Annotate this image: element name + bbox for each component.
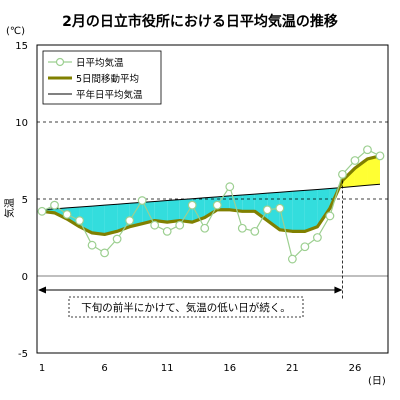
normal-line-layer: [41, 183, 381, 211]
y-tick-label: 15: [15, 41, 28, 52]
y-tick-label: 0: [22, 272, 28, 283]
below-normal-fill: [92, 205, 105, 235]
y-tick-label: 10: [15, 118, 28, 129]
daily-temperature-point: [225, 182, 235, 192]
x-tick-label: 6: [101, 363, 107, 374]
annotation-box: [68, 296, 304, 318]
x-tick-label: 11: [161, 363, 174, 374]
daily-temperature-point: [87, 240, 97, 250]
y-tick-label: 5: [22, 195, 28, 206]
daily-temperature-point: [100, 248, 109, 258]
deviation-fills: [42, 155, 380, 235]
daily-temperature-point: [75, 216, 84, 225]
daily-temperature-point: [125, 216, 135, 225]
daily-temperature-point: [212, 200, 222, 210]
daily-temperature-point: [200, 223, 210, 233]
above-normal-fill: [354, 158, 368, 187]
annotation-arrow-left-head: [38, 286, 46, 294]
normal-temperature-line: [41, 183, 381, 211]
x-tick-label: 1: [39, 363, 45, 374]
daily-temperature-point: [237, 223, 247, 233]
chart-title: 2月の日立市役所における日平均気温の推移: [62, 13, 338, 30]
x-tick-label: 26: [349, 363, 362, 374]
annotation-layer: 下旬の前半にかけて、気温の低い日が続く。: [38, 180, 343, 318]
daily-temperature-point: [187, 200, 197, 210]
y-axis-label: 気温: [3, 198, 16, 218]
x-unit-label: (日): [368, 376, 386, 387]
daily-temperature-point: [250, 226, 260, 236]
x-tick-label: 21: [286, 363, 299, 374]
daily-temperature-point: [150, 220, 160, 230]
legend-normal-label: 平年日平均気温: [76, 89, 143, 101]
legend-moving-average-label: 5日間移動平均: [76, 73, 139, 85]
annotation-arrow-right-head: [334, 286, 343, 294]
daily-temperature-point: [375, 151, 385, 161]
daily-temperature-point: [325, 211, 335, 221]
plot-area: 下旬の前半にかけて、気温の低い日が続く。: [36, 44, 389, 354]
below-normal-fill: [204, 196, 218, 218]
x-tick-labels: 1 6 11 16 21 26: [39, 363, 362, 374]
daily-temperature-point: [287, 254, 297, 264]
daily-temperature-line: [41, 149, 381, 261]
daily-temperature-point: [262, 205, 272, 215]
below-normal-fill: [104, 204, 118, 235]
below-normal-fill: [154, 200, 168, 223]
daily-temperature-point: [112, 234, 122, 244]
annotation-text: 下旬の前半にかけて、気温の低い日が続く。: [81, 301, 290, 314]
daily-temperature-point: [175, 220, 185, 230]
y-unit-label: (℃): [6, 26, 25, 37]
below-normal-fill: [304, 189, 318, 232]
daily-temperature-point: [137, 196, 147, 205]
legend-daily-label: 日平均気温: [76, 57, 124, 69]
below-normal-fill: [267, 192, 280, 230]
daily-temperature-point: [275, 203, 285, 213]
daily-temperature-point: [313, 233, 322, 242]
moving-average-line: [41, 154, 381, 237]
daily-temperature-point: [37, 206, 47, 216]
daily-temperature-point: [162, 226, 172, 236]
moving-average-layer: [41, 154, 381, 237]
daily-temperature-point: [363, 145, 372, 155]
daily-temperature-point: [62, 209, 72, 219]
daily-temperature-point: [350, 156, 360, 165]
daily-temperature-layer: [37, 145, 385, 264]
below-normal-fill: [242, 194, 255, 212]
legend-daily-marker: [55, 57, 65, 67]
legend: 日平均気温 5日間移動平均 平年日平均気温: [42, 50, 162, 105]
daily-temperature-point: [338, 169, 347, 179]
below-normal-fill: [167, 199, 180, 223]
daily-temperature-point: [300, 242, 310, 252]
daily-temperature-point: [50, 200, 59, 210]
x-tick-label: 16: [223, 363, 236, 374]
below-normal-fill: [254, 193, 268, 221]
gridlines: [37, 121, 388, 277]
y-tick-labels: -5 0 5 10 15: [15, 41, 28, 360]
above-normal-fill: [367, 155, 380, 186]
y-tick-label: -5: [18, 349, 28, 360]
below-normal-fill: [317, 188, 330, 227]
below-normal-fill: [292, 190, 305, 232]
